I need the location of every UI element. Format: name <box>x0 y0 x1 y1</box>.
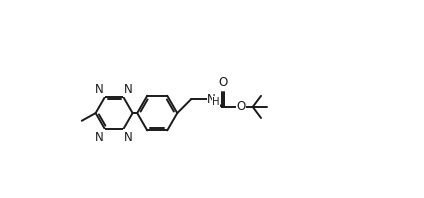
Text: N: N <box>207 93 216 106</box>
Text: O: O <box>237 100 246 113</box>
Text: H: H <box>212 97 220 107</box>
Text: N: N <box>124 131 133 144</box>
Text: N: N <box>124 83 133 96</box>
Text: N: N <box>95 83 104 96</box>
Text: O: O <box>218 76 227 89</box>
Text: N: N <box>95 131 104 144</box>
